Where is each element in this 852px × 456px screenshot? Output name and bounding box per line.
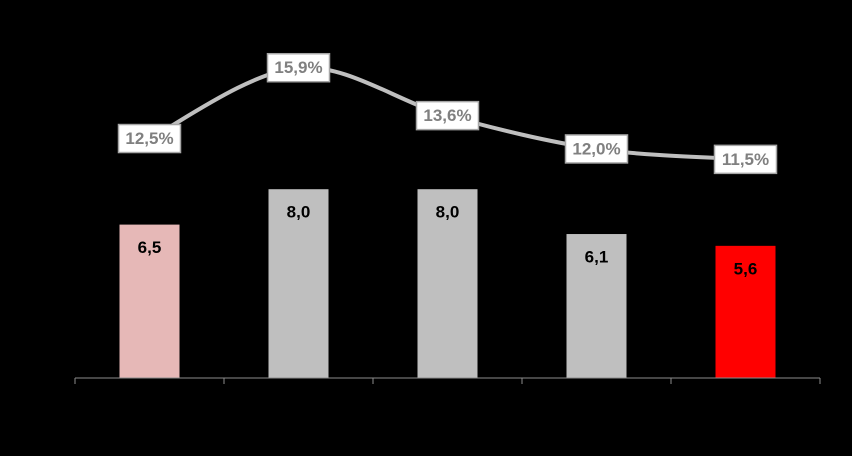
line-value-label: 15,9% [274, 58, 322, 77]
line-label-box [117, 123, 182, 154]
bar-value-label: 6,5 [138, 238, 162, 257]
line-value-label: 12,5% [125, 129, 173, 148]
bar-value-label: 6,1 [585, 248, 609, 267]
bar [715, 245, 776, 378]
line-label-box [415, 100, 480, 131]
line-label-box [564, 134, 629, 164]
bar-value-label: 5,6 [734, 259, 758, 278]
bar-value-label: 8,0 [436, 203, 460, 222]
bar-value-label: 8,0 [287, 203, 311, 222]
line-label-box [713, 144, 778, 175]
bar [417, 189, 478, 378]
bar [268, 189, 329, 378]
line-value-label: 13,6% [423, 106, 471, 125]
line-value-label: 11,5% [722, 150, 769, 169]
bar [119, 224, 180, 378]
bar [566, 234, 627, 378]
line-label-box [266, 52, 331, 83]
line-value-label: 12,0% [572, 139, 620, 158]
